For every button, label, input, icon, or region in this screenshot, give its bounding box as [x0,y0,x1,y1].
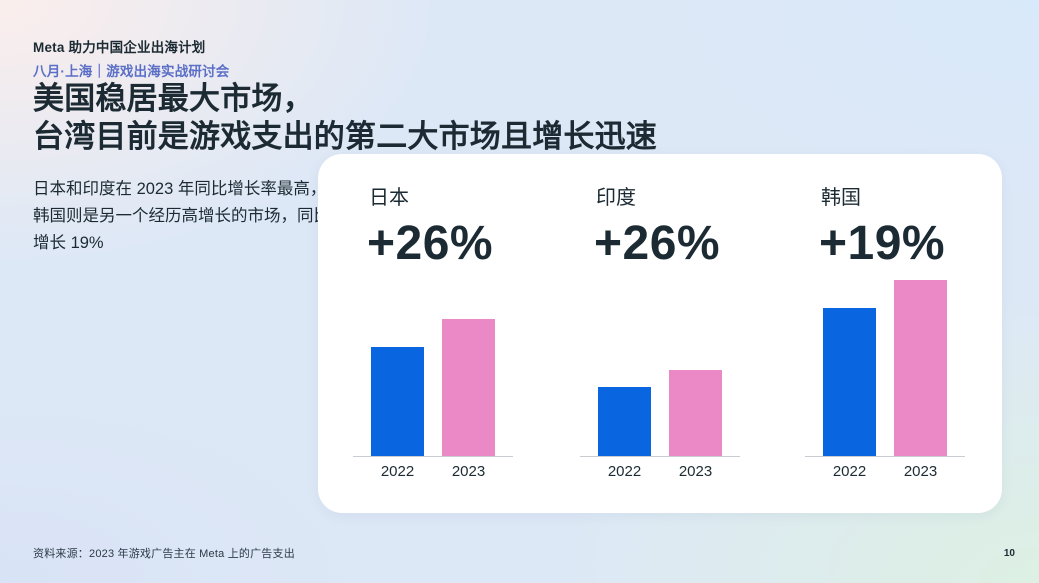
tick-label-2022: 2022 [607,463,642,480]
source-note: 资料来源：2023 年游戏广告主在 Meta 上的广告支出 [33,548,295,560]
event-subtitle: 八月·上海｜游戏出海实战研讨会 [33,64,230,79]
tick-label-2023: 2023 [678,463,713,480]
country-label: 印度 [596,187,636,209]
growth-value: +19% [819,217,946,270]
bar-2022 [823,308,876,456]
axis-ticks: 2022 2023 [805,463,965,480]
growth-value: +26% [594,217,721,270]
page-number: 10 [1003,548,1015,559]
axis-line [353,456,513,457]
axis-ticks: 2022 2023 [353,463,513,480]
chart-card: 日本 +26% 2022 2023 印度 +26% 2022 2023 [318,154,1002,513]
chart-group-india: 印度 +26% 2022 2023 [580,154,740,513]
tick-label-2023: 2023 [903,463,938,480]
bar-pair [353,280,513,456]
slide-title-line2: 台湾目前是游戏支出的第二大市场且增长迅速 [33,119,657,154]
insight-paragraph: 日本和印度在 2023 年同比增长率最高，韩国则是另一个经历高增长的市场，同比增… [33,180,330,252]
tick-label-2022: 2022 [380,463,415,480]
bar-2022 [371,346,424,456]
bar-2023 [669,369,722,456]
bar-2023 [894,280,947,456]
chart-group-korea: 韩国 +19% 2022 2023 [805,154,965,513]
slide-title-line1: 美国稳居最大市场， [33,81,314,116]
deck-header: Meta 助力中国企业出海计划 八月·上海｜游戏出海实战研讨会 [33,36,230,80]
tick-label-2022: 2022 [832,463,867,480]
slide-title: 美国稳居最大市场， 台湾目前是游戏支出的第二大市场且增长迅速 [33,80,657,156]
bar-2023 [442,318,495,456]
tick-label-2023: 2023 [451,463,486,480]
bar-pair [805,280,965,456]
axis-line [805,456,965,457]
bar-2022 [598,387,651,456]
deck-title: Meta 助力中国企业出海计划 [33,40,206,55]
axis-line [580,456,740,457]
bar-pair [580,280,740,456]
country-label: 日本 [369,187,409,209]
chart-group-japan: 日本 +26% 2022 2023 [353,154,513,513]
country-label: 韩国 [821,187,861,209]
growth-value: +26% [367,217,494,270]
axis-ticks: 2022 2023 [580,463,740,480]
